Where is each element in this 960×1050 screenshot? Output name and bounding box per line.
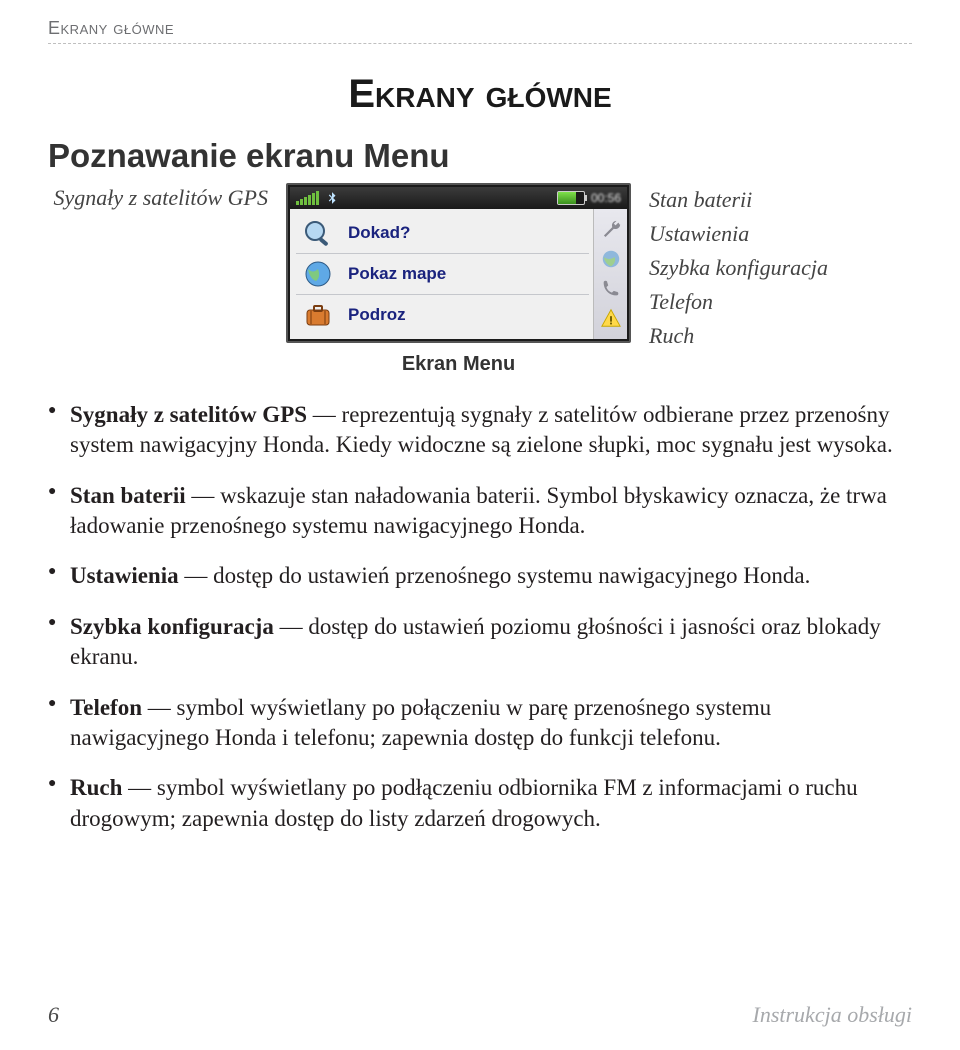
breadcrumb: Ekrany główne: [48, 18, 912, 44]
footer: 6 Instrukcja obsługi: [48, 1002, 912, 1028]
device-mockup: 00:56 Dokad? Pokaz mape: [286, 183, 631, 343]
label-traffic: Ruch: [649, 319, 828, 353]
diagram-caption: Ekran Menu: [286, 353, 631, 376]
menu-label: Podroz: [348, 305, 406, 325]
bullet-quick: Szybka konfiguracja — dostęp do ustawień…: [48, 612, 912, 673]
battery-icon: [557, 191, 585, 205]
menu-label: Dokad?: [348, 223, 410, 243]
left-label-gps: Sygnały z satelitów GPS: [48, 183, 268, 210]
menu-item-whereto[interactable]: Dokad?: [296, 213, 589, 253]
diagram: Sygnały z satelitów GPS 00:56 Dok: [48, 183, 912, 376]
bullet-settings: Ustawienia — dostęp do ustawień przenośn…: [48, 561, 912, 591]
label-phone: Telefon: [649, 285, 828, 319]
globe-icon: [298, 257, 338, 291]
manual-title: Instrukcja obsługi: [753, 1002, 913, 1028]
suitcase-icon: [298, 298, 338, 332]
alert-icon[interactable]: [600, 307, 622, 329]
page-title: Ekrany główne: [48, 72, 912, 117]
magnifier-icon: [298, 216, 338, 250]
status-bar: 00:56: [290, 187, 627, 209]
wrench-icon[interactable]: [600, 219, 622, 241]
satellite-bars-icon: [296, 191, 319, 205]
bullet-gps: Sygnały z satelitów GPS — reprezentują s…: [48, 400, 912, 461]
label-settings: Ustawienia: [649, 217, 828, 251]
side-icons: [593, 209, 627, 339]
bluetooth-icon: [325, 191, 339, 205]
menu-label: Pokaz mape: [348, 264, 446, 284]
right-labels: Stan baterii Ustawienia Szybka konfigura…: [649, 183, 828, 353]
label-quick: Szybka konfiguracja: [649, 251, 828, 285]
page-number: 6: [48, 1002, 59, 1028]
menu-item-travel[interactable]: Podroz: [296, 294, 589, 335]
globe-small-icon[interactable]: [600, 248, 622, 270]
section-title: Poznawanie ekranu Menu: [48, 137, 912, 175]
clock: 00:56: [591, 191, 621, 205]
bullet-phone: Telefon — symbol wyświetlany po połączen…: [48, 693, 912, 754]
bullet-traffic: Ruch — symbol wyświetlany po podłączeniu…: [48, 773, 912, 834]
menu-item-map[interactable]: Pokaz mape: [296, 253, 589, 294]
bullet-battery: Stan baterii — wskazuje stan naładowania…: [48, 481, 912, 542]
phone-small-icon[interactable]: [600, 278, 622, 300]
label-battery: Stan baterii: [649, 183, 828, 217]
bullet-list: Sygnały z satelitów GPS — reprezentują s…: [48, 400, 912, 834]
